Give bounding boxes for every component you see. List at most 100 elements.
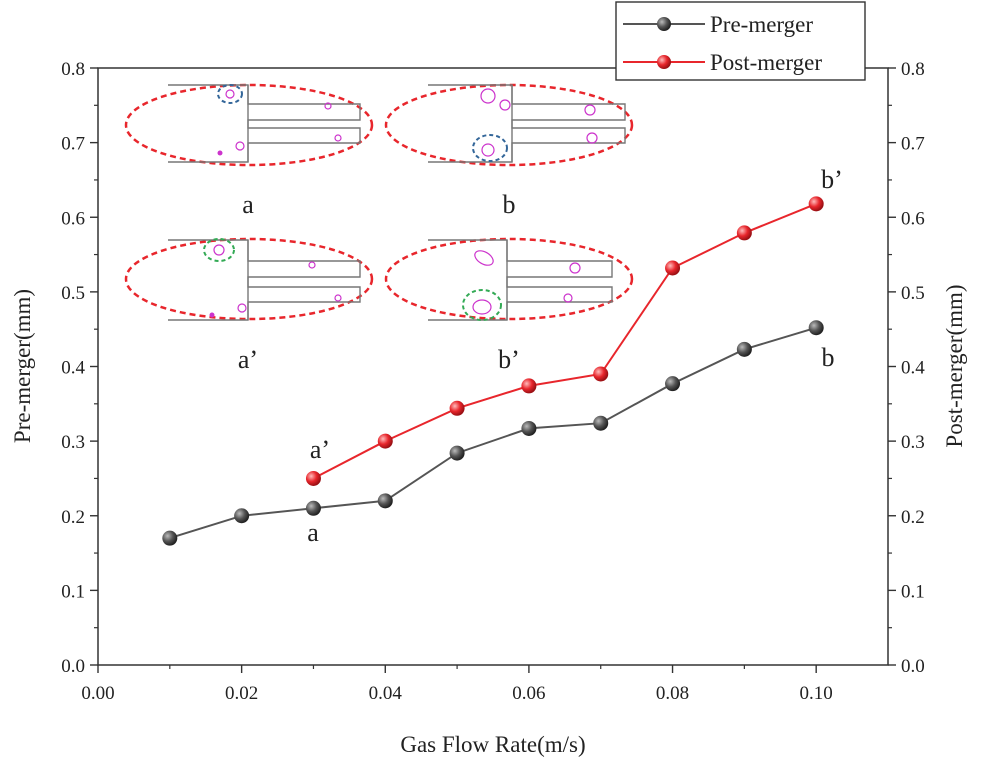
inset-a-bubble (235, 141, 245, 151)
data-point-pre-merger (234, 508, 250, 524)
y-left-tick-label: 0.7 (61, 134, 85, 155)
data-point-post-merger (449, 400, 465, 416)
data-point-pre-merger (449, 445, 465, 461)
y-left-tick-label: 0.0 (61, 656, 85, 677)
y-left-tick-label: 0.1 (61, 581, 85, 602)
data-point-post-merger (736, 225, 752, 241)
inset-a-ellipse (124, 83, 374, 167)
inset-b-bubble (481, 143, 495, 157)
y-left-tick-label: 0.5 (61, 283, 85, 304)
x-axis-title: Gas Flow Rate(m/s) (400, 732, 585, 757)
inset-b-prime-label: b’ (498, 345, 520, 374)
legend-box (615, 1, 866, 81)
annotation-a-prime: a’ (310, 435, 330, 464)
y-right-tick-label: 0.3 (901, 432, 925, 453)
legend-marker-pre (657, 17, 671, 31)
y-axis-left-title: Pre-merger(mm) (10, 289, 35, 443)
legend: Pre-merger Post-merger (615, 1, 866, 81)
inset-b-prime-bubble (569, 262, 581, 274)
inset-b: b (384, 83, 634, 219)
inset-b-label: b (503, 190, 516, 219)
x-tick-label: 0.04 (369, 683, 403, 704)
inset-a-prime-bubble (213, 244, 225, 256)
data-point-post-merger (593, 366, 609, 382)
inset-a-prime-label: a’ (238, 345, 258, 374)
inset-b-bubble (480, 88, 496, 104)
data-point-pre-merger (808, 320, 824, 336)
data-point-pre-merger (377, 493, 393, 509)
y-left-tick-label: 0.6 (61, 208, 85, 229)
inset-a-prime: a’ (124, 237, 374, 374)
series-line-post-merger (313, 202, 817, 480)
y-axis-right-ticks: 0.0 0.1 0.2 0.3 0.4 0.5 0.6 0.7 0.8 (888, 59, 925, 677)
inset-a-bubble (324, 102, 332, 110)
x-tick-label: 0.02 (225, 683, 258, 704)
data-point-pre-merger (736, 341, 752, 357)
inset-a: a (124, 83, 374, 219)
y-right-tick-label: 0.1 (901, 581, 925, 602)
legend-label-pre: Pre-merger (710, 12, 813, 37)
inset-b-prime-structure (428, 239, 613, 321)
series-layer (162, 196, 824, 546)
inset-a-prime-bubble (308, 261, 316, 269)
annotation-a: a (307, 518, 319, 547)
y-right-tick-label: 0.0 (901, 656, 925, 677)
data-point-pre-merger (593, 415, 609, 431)
x-tick-label: 0.08 (656, 683, 689, 704)
legend-label-post: Post-merger (710, 50, 822, 75)
inset-a-highlight-circle (217, 84, 243, 104)
data-point-post-merger (808, 196, 824, 212)
annotation-b-prime: b’ (821, 165, 843, 194)
data-point-post-merger (377, 433, 393, 449)
inset-a-prime-bubble (237, 303, 247, 313)
y-right-tick-label: 0.6 (901, 208, 925, 229)
y-axis-left-ticks: 0.0 0.1 0.2 0.3 0.4 0.5 0.6 0.7 0.8 (61, 59, 98, 677)
inset-a-bubble (334, 134, 342, 142)
y-right-tick-label: 0.7 (901, 134, 925, 155)
inset-b-prime-bubble (563, 293, 573, 303)
inset-a-label: a (242, 190, 254, 219)
y-left-tick-label: 0.4 (61, 358, 85, 379)
y-left-tick-label: 0.2 (61, 507, 85, 528)
x-tick-label: 0.00 (81, 683, 114, 704)
y-right-tick-label: 0.8 (901, 59, 925, 80)
x-tick-label: 0.06 (512, 683, 545, 704)
legend-marker-post (657, 55, 671, 69)
inset-b-highlight-circle (472, 134, 508, 162)
data-point-pre-merger (521, 420, 537, 436)
y-axis-right-title: Post-merger(mm) (942, 284, 967, 447)
inset-b-structure (428, 84, 626, 163)
y-right-tick-label: 0.5 (901, 283, 925, 304)
inset-a-prime-ellipse (124, 237, 374, 321)
inset-a-structure (168, 84, 361, 163)
y-left-tick-label: 0.8 (61, 59, 85, 80)
legend-item-post-merger: Post-merger (623, 50, 822, 75)
inset-b-bubble (584, 104, 596, 116)
plot-area-border (97, 67, 889, 666)
inset-b-bubble (586, 132, 598, 144)
legend-item-pre-merger: Pre-merger (623, 12, 813, 37)
inset-b-prime-bubble (474, 250, 494, 266)
x-tick-label: 0.10 (800, 683, 833, 704)
inset-b-prime-highlight-circle (462, 289, 502, 321)
y-left-tick-label: 0.3 (61, 432, 85, 453)
annotation-b: b (822, 343, 835, 372)
data-point-pre-merger (162, 530, 178, 546)
inset-a-prime-highlight-circle (203, 238, 235, 262)
x-axis-ticks: 0.00 0.02 0.04 0.06 0.08 0.10 (81, 665, 833, 704)
data-point-pre-merger (665, 376, 681, 392)
data-point-post-merger (305, 470, 321, 486)
y-right-tick-label: 0.2 (901, 507, 925, 528)
inset-b-prime: b’ (384, 237, 634, 374)
data-point-pre-merger (305, 500, 321, 516)
inset-a-bubble (217, 150, 223, 156)
data-point-post-merger (665, 260, 681, 276)
inset-b-prime-bubble (472, 299, 492, 315)
series-line-pre-merger (169, 326, 817, 540)
point-annotations: a a’ b b’ (307, 165, 843, 547)
inset-b-ellipse (384, 83, 634, 167)
data-point-post-merger (521, 378, 537, 394)
inset-b-bubble (499, 99, 511, 111)
inset-a-bubble (225, 89, 235, 99)
